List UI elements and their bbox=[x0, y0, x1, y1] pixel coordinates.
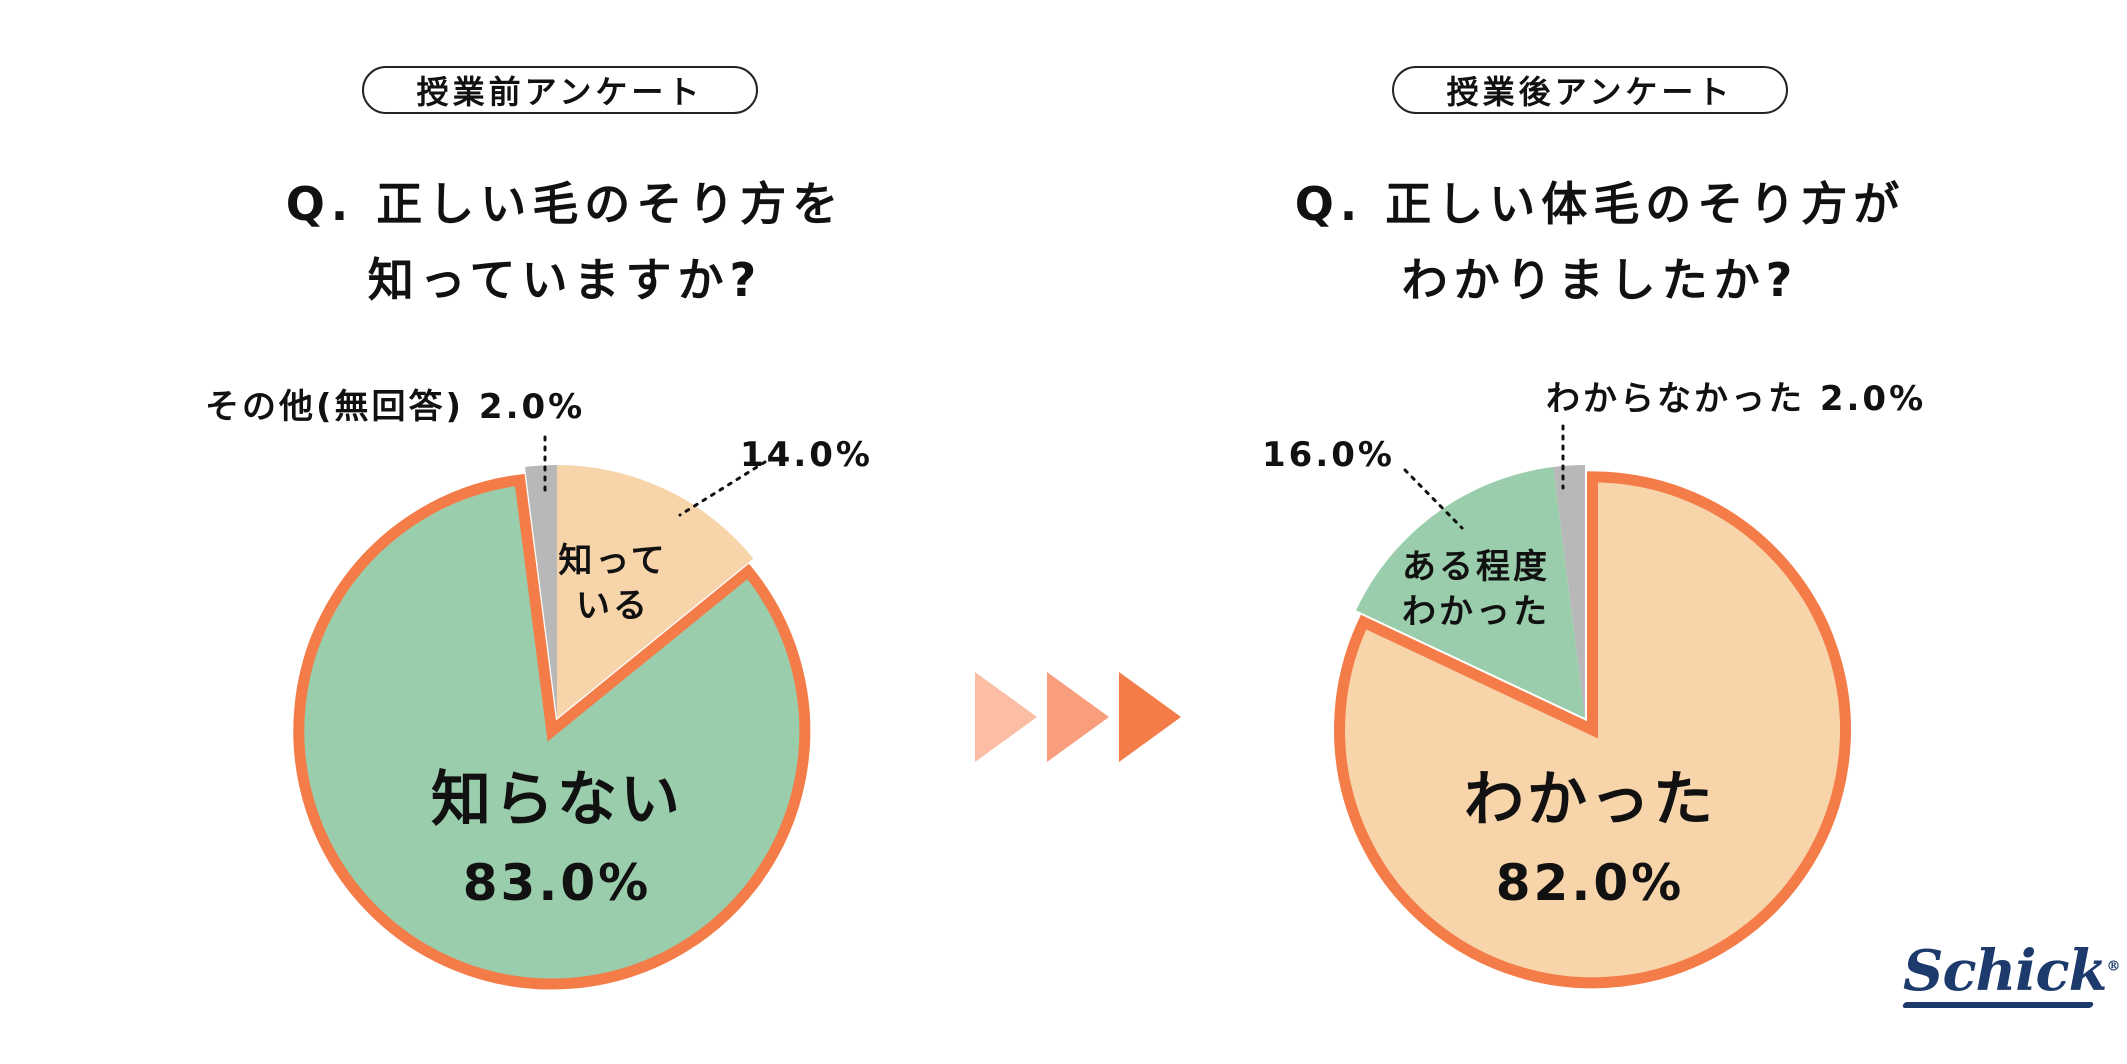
pie-chart-2 bbox=[1334, 465, 1851, 989]
pie-slice bbox=[1553, 465, 1585, 718]
slice-value: 14.0% bbox=[740, 435, 873, 475]
question-before-survey: Q. 正しい毛のそり方を 知っていますか? bbox=[215, 166, 915, 318]
badge-after-survey: 授業後アンケート bbox=[1392, 66, 1788, 114]
arrow-mid-icon bbox=[1047, 672, 1109, 762]
slice-value: 16.0% bbox=[1262, 435, 1395, 475]
logo-text: Schick bbox=[1903, 938, 2107, 1004]
question-line-1: Q. 正しい毛のそり方を bbox=[285, 177, 845, 231]
pie-slice bbox=[557, 465, 754, 718]
pie-slice bbox=[524, 465, 557, 718]
pie-chart-1 bbox=[293, 465, 811, 990]
logo-swoosh-icon bbox=[1901, 1002, 2095, 1008]
progress-arrows-icon bbox=[975, 672, 1181, 762]
slice-value: 82.0% bbox=[1496, 854, 1684, 912]
question-line-1: Q. 正しい体毛のそり方が bbox=[1294, 177, 1906, 231]
question-line-2: 知っていますか? bbox=[367, 253, 763, 307]
arrow-light-icon bbox=[975, 672, 1037, 762]
slice-label: 知って bbox=[558, 541, 667, 581]
pie-slice bbox=[1356, 466, 1585, 718]
slice-label: わかった bbox=[1402, 592, 1550, 632]
outside-label: わからなかった 2.0% bbox=[1546, 379, 1926, 419]
leader-line bbox=[678, 460, 767, 517]
pie-slice bbox=[1334, 471, 1851, 989]
outside-label: その他(無回答) 2.0% bbox=[205, 387, 585, 427]
registered-mark: ® bbox=[2106, 958, 2120, 975]
slice-label: ある程度 bbox=[1402, 547, 1550, 587]
question-line-2: わかりましたか? bbox=[1401, 253, 1799, 307]
question-after-survey: Q. 正しい体毛のそり方が わかりましたか? bbox=[1230, 166, 1970, 318]
slice-label: わかった bbox=[1464, 765, 1716, 835]
slice-label: 知らない bbox=[431, 765, 683, 835]
slice-value: 83.0% bbox=[463, 854, 651, 912]
schick-logo: Schick® bbox=[1901, 938, 2120, 1018]
slice-label: いる bbox=[576, 586, 650, 626]
badge-before-survey: 授業前アンケート bbox=[362, 66, 758, 114]
arrow-dark-icon bbox=[1119, 672, 1181, 762]
leader-line bbox=[1403, 468, 1464, 530]
pie-slice bbox=[293, 473, 811, 990]
